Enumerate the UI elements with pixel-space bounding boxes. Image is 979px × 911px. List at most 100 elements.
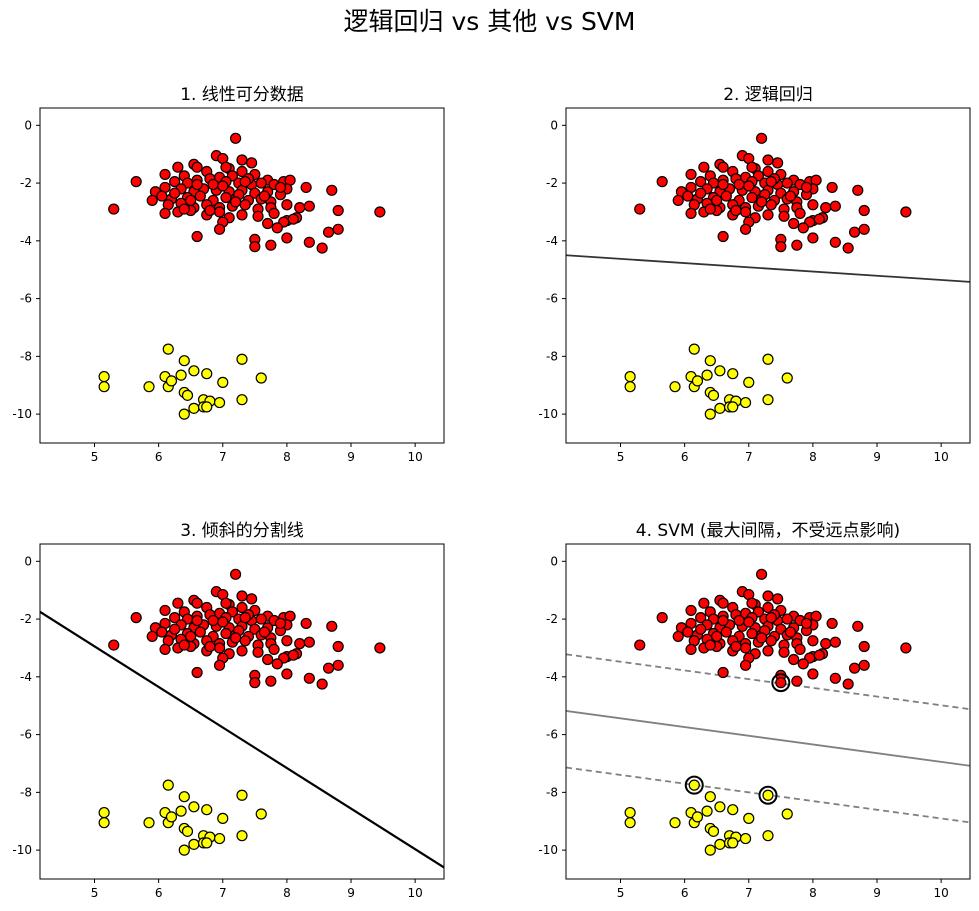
class-a-point: [829, 236, 841, 248]
class-a-point: [229, 196, 242, 208]
class-a-point: [191, 178, 203, 191]
class-a-point: [281, 232, 293, 244]
class-a-point: [762, 601, 774, 614]
class-a-point: [207, 178, 219, 191]
x-tick-label: 7: [745, 450, 753, 464]
class-b-point: [201, 368, 213, 380]
class-b-point: [181, 825, 194, 837]
class-a-point: [281, 199, 293, 211]
class-a-point: [236, 165, 248, 178]
class-b-point: [217, 376, 229, 388]
class-a-point: [858, 659, 870, 671]
class-a-point: [800, 617, 813, 630]
class-a-point: [829, 200, 841, 212]
x-tick-label: 8: [283, 886, 291, 900]
class-a-point: [842, 242, 854, 254]
x-tick-label: 6: [155, 450, 163, 464]
class-a-point: [332, 204, 344, 217]
subplot-1-points: [98, 132, 386, 420]
class-a-point: [303, 672, 315, 684]
class-b-point: [691, 811, 704, 823]
x-tick-label: 9: [873, 886, 881, 900]
axes-frame: [565, 543, 971, 880]
x-tick-label: 7: [219, 886, 227, 900]
class-b-point: [188, 365, 200, 377]
class-a-point: [820, 202, 832, 214]
y-tick-label: -4: [20, 670, 32, 684]
class-b-point: [714, 365, 726, 377]
class-b-point: [213, 396, 226, 409]
class-b-point: [727, 401, 739, 413]
class-a-point: [262, 217, 274, 230]
class-b-point: [98, 370, 110, 383]
class-b-point: [704, 791, 716, 803]
class-a-point: [685, 168, 697, 181]
x-tick-label: 7: [219, 450, 227, 464]
class-a-point: [695, 187, 707, 199]
class-a-point: [848, 226, 861, 238]
class-a-point: [762, 645, 774, 657]
class-a-point: [733, 614, 745, 627]
subplot-2-points: [624, 132, 912, 420]
class-b-point: [236, 394, 248, 406]
class-a-point: [720, 626, 732, 638]
class-a-point: [746, 597, 758, 609]
x-tick-label: 10: [934, 886, 949, 900]
support-vector-ring: [758, 785, 778, 805]
class-a-point: [262, 653, 274, 666]
y-tick-label: 0: [550, 118, 558, 132]
class-b-point: [188, 801, 200, 813]
axes-frame: [39, 543, 445, 880]
x-tick-label: 10: [408, 886, 423, 900]
class-a-point: [287, 649, 299, 661]
subplot-1-title: 1. 线性可分数据: [180, 85, 304, 105]
class-a-point: [300, 617, 312, 630]
y-tick-label: 0: [550, 554, 558, 568]
class-a-point: [185, 194, 197, 207]
class-a-point: [820, 638, 832, 650]
y-tick-label: -4: [546, 670, 558, 684]
class-a-point: [249, 241, 261, 253]
class-a-point: [191, 614, 203, 627]
class-a-point: [797, 222, 809, 234]
class-a-point: [281, 635, 293, 647]
class-b-point: [201, 401, 213, 413]
class-a-point: [791, 239, 803, 251]
class-b-point: [714, 402, 726, 414]
class-a-point: [213, 223, 226, 235]
class-a-point: [332, 659, 344, 671]
class-a-point: [252, 210, 264, 222]
y-tick-label: -6: [546, 728, 558, 742]
class-a-point: [807, 232, 819, 244]
class-a-point: [303, 236, 315, 248]
class-a-point: [159, 168, 171, 181]
class-a-point: [672, 630, 684, 643]
class-a-point: [698, 161, 710, 173]
y-tick-label: -6: [20, 728, 32, 742]
class-a-point: [704, 203, 716, 215]
class-a-point: [765, 635, 777, 647]
class-a-point: [762, 154, 774, 166]
class-a-point: [213, 206, 226, 218]
class-a-point: [220, 161, 232, 173]
class-b-point: [669, 381, 681, 393]
class-a-point: [730, 640, 742, 653]
class-b-point: [781, 372, 793, 384]
x-tick-label: 9: [347, 886, 355, 900]
class-a-point: [778, 210, 790, 222]
class-b-point: [701, 805, 713, 817]
class-a-point: [172, 161, 184, 173]
y-tick-label: -8: [546, 785, 558, 799]
class-b-point: [175, 369, 187, 381]
class-a-point: [255, 177, 267, 189]
subplot-3-points: [98, 568, 386, 856]
class-b-point: [669, 817, 681, 829]
class-a-point: [685, 207, 697, 220]
y-tick-label: 0: [24, 118, 32, 132]
class-b-point: [704, 408, 716, 420]
class-a-point: [685, 643, 697, 656]
figure-title: 逻辑回归 vs 其他 vs SVM: [344, 7, 636, 36]
class-a-point: [711, 630, 723, 643]
class-a-point: [717, 614, 729, 627]
class-a-point: [229, 132, 242, 144]
